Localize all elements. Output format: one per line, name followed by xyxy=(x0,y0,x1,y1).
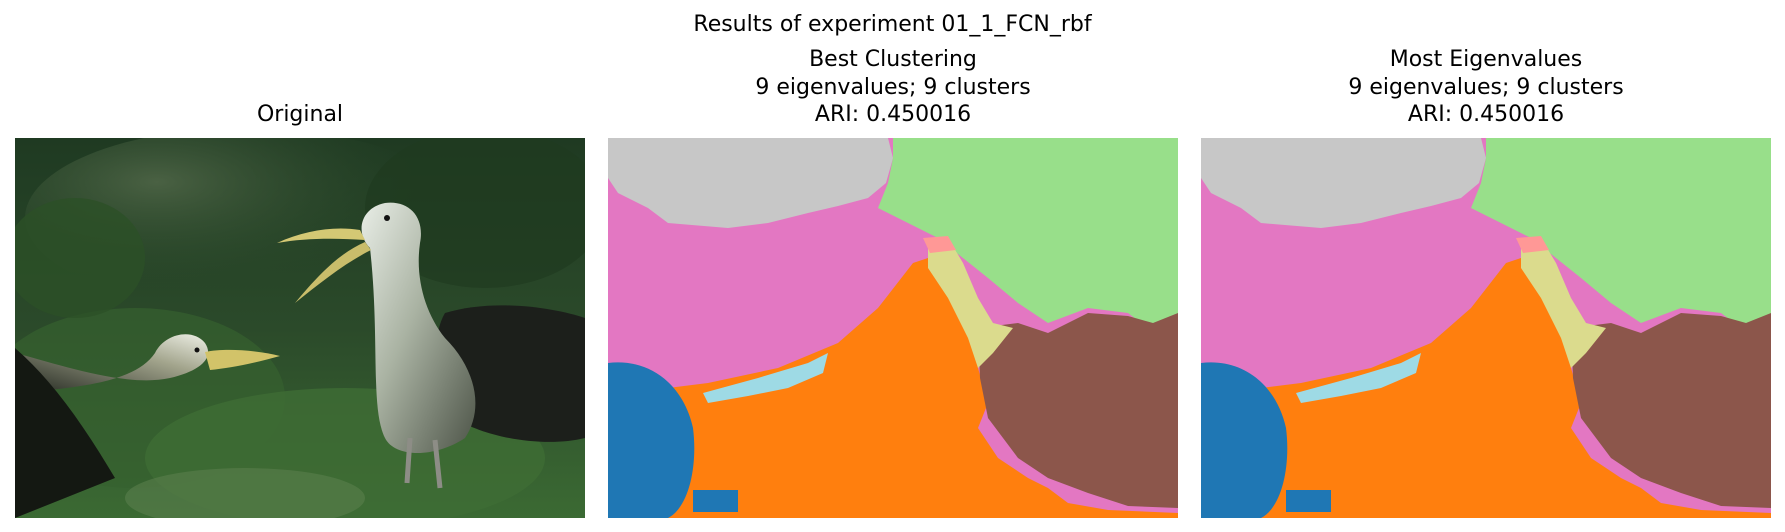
original-photo-panel xyxy=(15,138,585,518)
panel-title-line: 9 eigenvalues; 9 clusters xyxy=(1348,74,1624,100)
panel-title-most-eigenvalues: Most Eigenvalues 9 eigenvalues; 9 cluste… xyxy=(1201,46,1771,129)
panel-title-original: Original xyxy=(15,101,585,129)
figure-suptitle: Results of experiment 01_1_FCN_rbf xyxy=(693,12,1092,37)
panel-title-line: Best Clustering xyxy=(809,47,977,72)
best-clustering-panel xyxy=(608,138,1178,518)
panel-title-line: Original xyxy=(256,102,344,127)
best-clustering-segmentation xyxy=(608,138,1178,518)
original-photo xyxy=(15,138,585,518)
panel-title-line: ARI: 0.450016 xyxy=(1407,102,1565,127)
panel-title-line: Most Eigenvalues xyxy=(1389,47,1583,72)
panel-title-line: ARI: 0.450016 xyxy=(814,102,972,127)
panel-title-best-clustering: Best Clustering 9 eigenvalues; 9 cluster… xyxy=(608,46,1178,129)
most-eigenvalues-segmentation xyxy=(1201,138,1771,518)
most-eigenvalues-panel xyxy=(1201,138,1771,518)
panel-title-line: 9 eigenvalues; 9 clusters xyxy=(755,74,1031,100)
